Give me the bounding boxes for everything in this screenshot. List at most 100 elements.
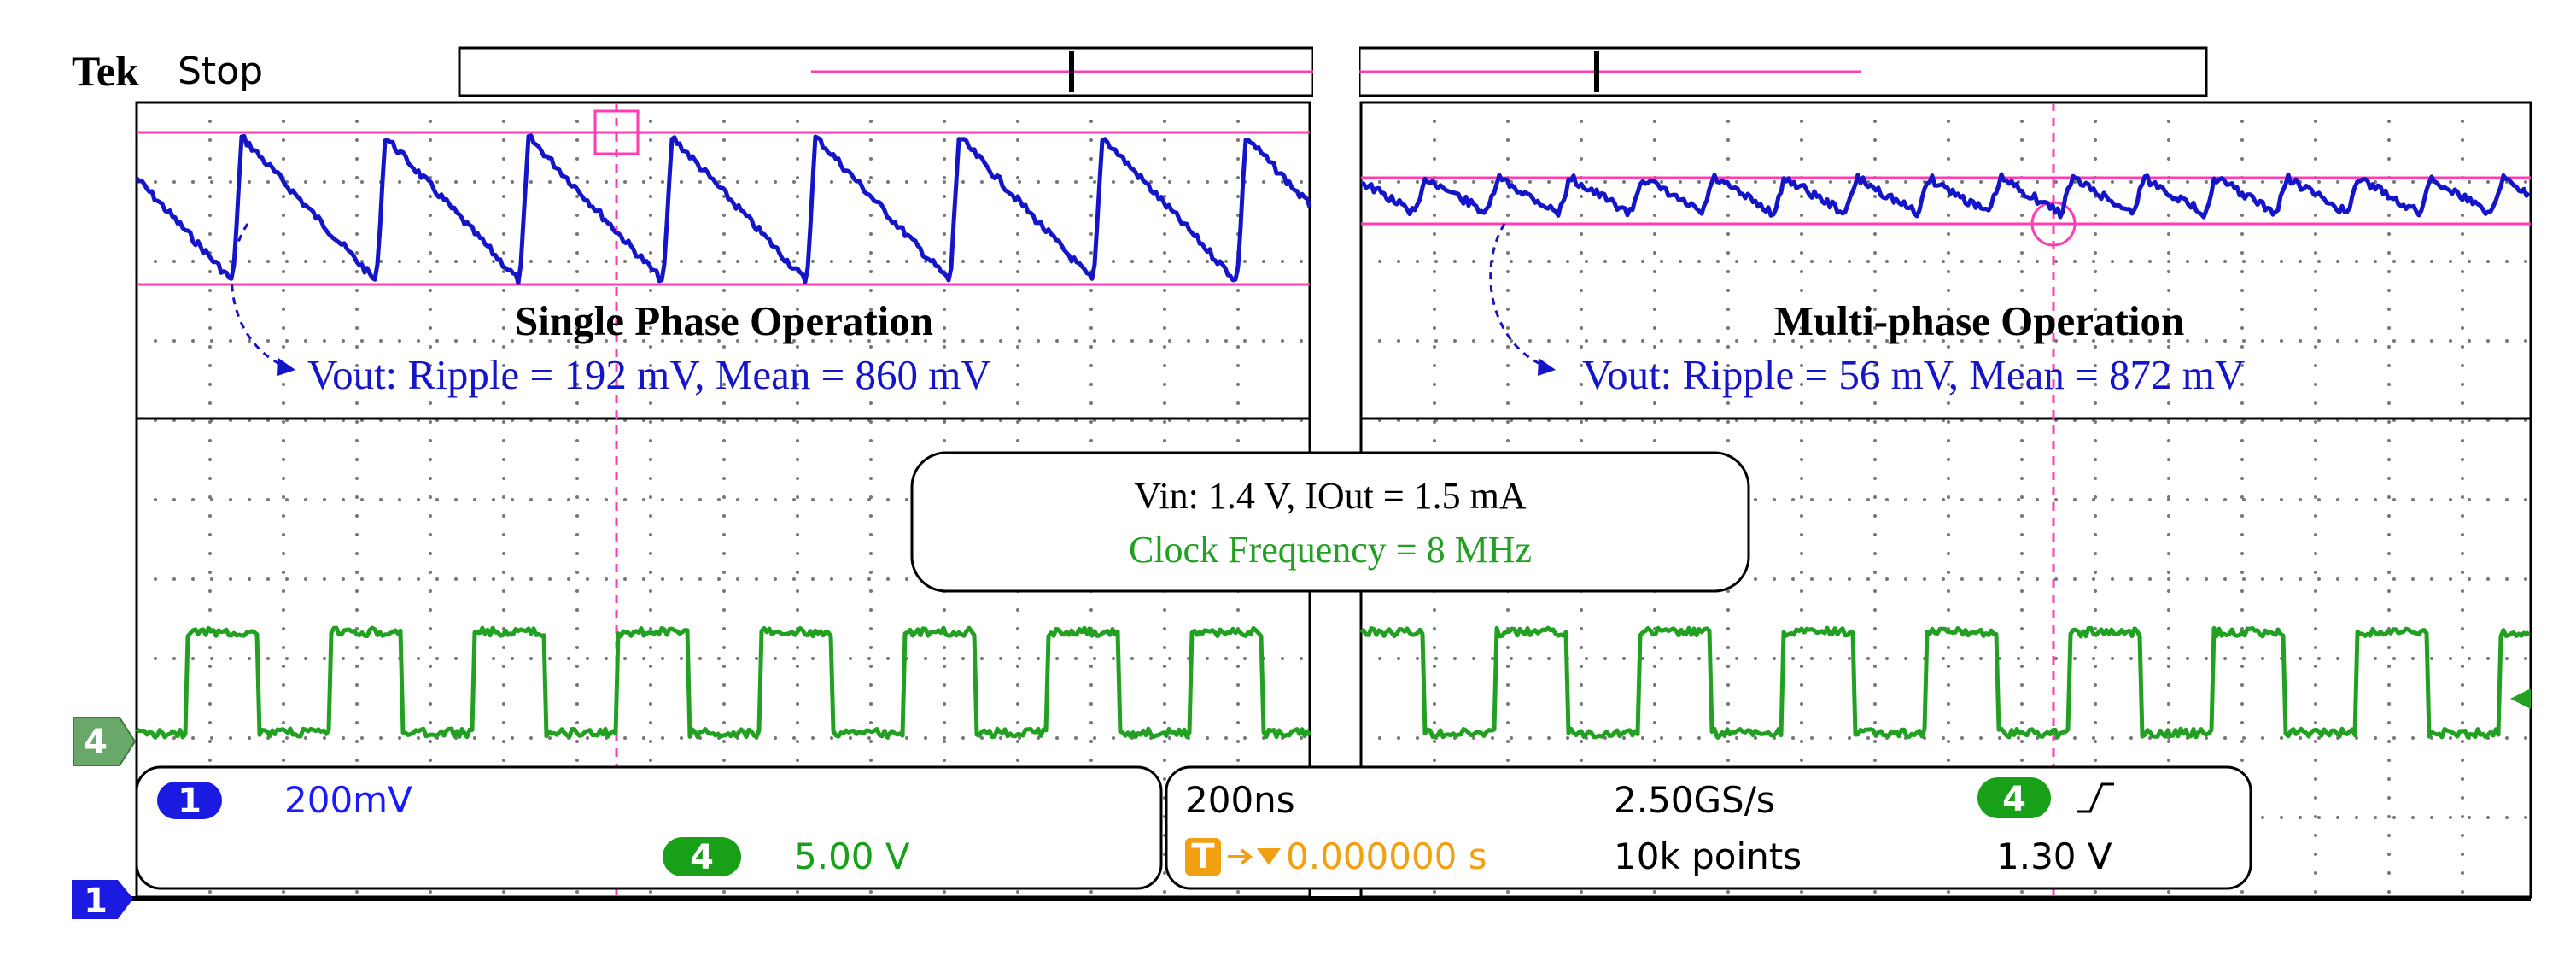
grid-dot: [869, 890, 873, 894]
grid-dot: [796, 364, 799, 367]
grid-dot: [1653, 157, 1656, 161]
grid-dot: [2242, 498, 2246, 501]
grid-dot: [454, 180, 458, 184]
grid-dot: [2240, 364, 2244, 367]
grid-dot: [1622, 339, 1626, 343]
grid-dot: [1923, 498, 1926, 501]
grid-dot: [2468, 339, 2471, 343]
grid-dot: [282, 195, 285, 198]
grid-dot: [1726, 289, 1730, 292]
grid-dot: [172, 339, 176, 343]
grid-dot: [2094, 552, 2097, 555]
grid-dot: [429, 458, 432, 461]
grid-dot: [429, 270, 432, 273]
grid-dot: [1580, 401, 1583, 405]
grid-dot: [722, 759, 726, 762]
grid-dot: [1622, 657, 1626, 660]
grid-dot: [2186, 657, 2189, 660]
grid-dot: [1281, 339, 1284, 343]
grid-dot: [2314, 477, 2317, 480]
grid-dot: [2261, 816, 2264, 819]
grid-dot: [2299, 260, 2302, 263]
grid-dot: [2073, 180, 2077, 184]
grid-dot: [722, 176, 726, 179]
grid-dot: [774, 736, 777, 740]
grid-dot: [943, 308, 946, 311]
grid-dot: [796, 195, 799, 198]
grid-dot: [1829, 577, 1832, 581]
grid-dot: [1653, 890, 1656, 894]
grid-dot: [1873, 646, 1877, 649]
grid-dot: [548, 180, 552, 184]
grid-dot: [355, 401, 359, 405]
grid-dot: [2167, 401, 2170, 405]
grid-dot: [1433, 364, 1436, 367]
grid-dot: [1262, 260, 1265, 263]
grid-dot: [429, 138, 432, 142]
grid-dot: [208, 439, 212, 442]
grid-dot: [1960, 260, 1964, 263]
grid-dot: [2261, 577, 2264, 581]
grid-dot: [1653, 420, 1656, 424]
grid-dot: [1163, 195, 1166, 198]
grid-dot: [649, 308, 652, 311]
grid-dot: [575, 383, 579, 386]
grid-dot: [755, 260, 758, 263]
grid-dot: [2094, 157, 2097, 161]
grid-dot: [575, 401, 579, 405]
grid-dot: [575, 364, 579, 367]
grid-dot: [722, 364, 726, 367]
grid-dot: [502, 401, 505, 405]
grid-dot: [1472, 180, 1475, 184]
grid-dot: [1089, 890, 1093, 894]
grid-dot: [1416, 736, 1419, 740]
grid-dot: [1130, 180, 1134, 184]
grid-dot: [282, 289, 285, 292]
grid-dot: [1163, 759, 1166, 762]
grid-dot: [2411, 816, 2415, 819]
grid-dot: [869, 721, 873, 724]
grid-dot: [429, 364, 432, 367]
grid-dot: [502, 683, 505, 687]
grid-dot: [2314, 420, 2317, 424]
grid-dot: [1726, 721, 1730, 724]
grid-dot: [649, 495, 652, 499]
grid-dot: [1660, 736, 1663, 740]
grid-dot: [2387, 665, 2391, 668]
grid-dot: [492, 498, 495, 501]
grid-dot: [1163, 270, 1166, 273]
grid-dot: [2387, 853, 2391, 856]
grid-dot: [355, 214, 359, 217]
grid-dot: [229, 260, 232, 263]
grid-dot: [2392, 260, 2396, 263]
grid-dot: [2314, 270, 2317, 273]
grid-dot: [511, 498, 514, 501]
grid-dot: [1773, 498, 1776, 501]
grid-dot: [649, 138, 652, 142]
grid-dot: [1947, 345, 1950, 349]
grid-dot: [1112, 260, 1115, 263]
grid-dot: [1947, 665, 1950, 668]
grid-dot: [2461, 214, 2464, 217]
grid-dot: [1735, 736, 1738, 740]
grid-dot: [208, 514, 212, 518]
grid-dot: [2387, 364, 2391, 367]
grid-dot: [1653, 383, 1656, 386]
grid-dot: [2129, 498, 2133, 501]
grid-dot: [2374, 816, 2377, 819]
timebase: 200ns: [1185, 779, 1295, 821]
grid-dot: [417, 180, 420, 184]
grid-dot: [2094, 120, 2097, 123]
grid-dot: [1243, 260, 1247, 263]
grid-dot: [2167, 180, 2170, 184]
grid-dot: [1163, 777, 1166, 781]
grid-dot: [1130, 260, 1134, 263]
grid-dot: [1089, 420, 1093, 424]
grid-dot: [796, 289, 799, 292]
grid-dot: [943, 665, 946, 668]
ch4-level-marker: 4: [73, 717, 137, 766]
grid-dot: [1979, 260, 1983, 263]
cursor-marker-left: [593, 109, 640, 155]
grid-dot: [360, 657, 364, 660]
